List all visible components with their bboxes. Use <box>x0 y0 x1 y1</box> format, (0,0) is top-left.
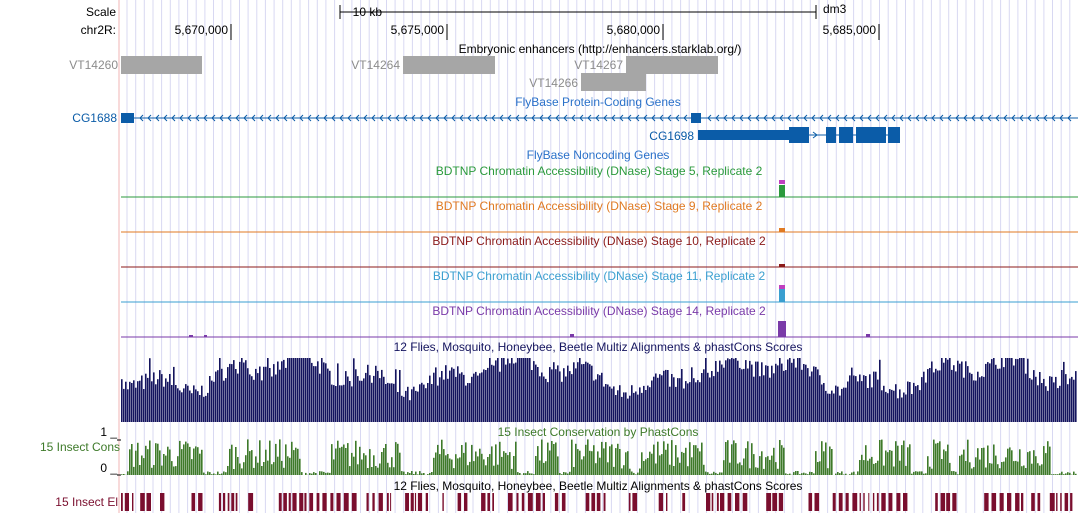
insect-cons-ymin: 0 _ <box>100 461 117 475</box>
assembly-label: dm3 <box>823 2 847 16</box>
track-title-flybase-noncoding: FlyBase Noncoding Genes <box>526 148 670 162</box>
track-title-dnase-stage5: BDTNP Chromatin Accessibility (DNase) St… <box>435 164 763 178</box>
gene-label-cg1688[interactable]: CG1688 <box>72 111 117 125</box>
dnase-stage10-signal[interactable] <box>121 264 1078 268</box>
scale-label: Scale <box>85 5 116 19</box>
insect-elements-bars[interactable] <box>121 493 1073 511</box>
track-title-dnase-stage14: BDTNP Chromatin Accessibility (DNase) St… <box>432 304 766 318</box>
side-label-insect-el[interactable]: 15 Insect El <box>55 495 118 509</box>
ruler-tick-label: 5,670,000 <box>174 23 228 37</box>
gene-cg1698[interactable] <box>698 127 900 143</box>
ruler-tick-label: 5,675,000 <box>390 23 444 37</box>
scalebar-label: 10 kb <box>352 5 382 19</box>
insect-cons-ymax: 1 _ <box>100 425 117 439</box>
scalebar <box>339 5 817 19</box>
track-title-dnase-stage10: BDTNP Chromatin Accessibility (DNase) St… <box>432 234 766 248</box>
track-title-multiz-2: 12 Flies, Mosquito, Honeybee, Beetle Mul… <box>393 479 803 493</box>
dnase-stage9-signal[interactable] <box>121 228 1078 233</box>
track-title-enhancers: Embryonic enhancers (http://enhancers.st… <box>458 42 742 56</box>
dnase-stage5-signal[interactable] <box>121 180 1078 198</box>
gene-cg1688[interactable] <box>121 113 1078 123</box>
ruler-tick-marks <box>230 24 880 40</box>
feature-label-vt14266[interactable]: VT14266 <box>529 76 578 90</box>
gene-label-cg1698[interactable]: CG1698 <box>649 129 694 143</box>
track-title-dnase-stage11: BDTNP Chromatin Accessibility (DNase) St… <box>432 269 766 283</box>
feature-label-vt14264[interactable]: VT14264 <box>351 58 400 72</box>
feature-label-vt14260[interactable]: VT14260 <box>69 58 118 72</box>
ruler-tick-label: 5,680,000 <box>606 23 660 37</box>
side-label-insect-cons[interactable]: 15 Insect Cons <box>39 440 120 454</box>
multiz-conservation-bars[interactable] <box>121 358 1077 422</box>
ruler-tick-label: 5,685,000 <box>822 23 876 37</box>
dnase-stage14-signal[interactable] <box>121 321 1078 338</box>
feature-vt14266[interactable] <box>581 73 646 91</box>
track-title-flybase-coding: FlyBase Protein-Coding Genes <box>515 95 681 109</box>
feature-vt14264[interactable] <box>403 56 495 74</box>
track-title-insect-cons: 15 Insect Conservation by PhastCons <box>497 425 699 439</box>
chrom-label: chr2R: <box>80 23 116 37</box>
feature-label-vt14267[interactable]: VT14267 <box>574 58 623 72</box>
feature-vt14260[interactable] <box>121 56 202 74</box>
track-title-dnase-stage9: BDTNP Chromatin Accessibility (DNase) St… <box>435 199 763 213</box>
dnase-stage11-signal[interactable] <box>121 285 1078 303</box>
feature-vt14267[interactable] <box>626 56 718 74</box>
track-title-multiz: 12 Flies, Mosquito, Honeybee, Beetle Mul… <box>393 340 803 354</box>
insect-cons-bars[interactable] <box>121 439 1077 475</box>
